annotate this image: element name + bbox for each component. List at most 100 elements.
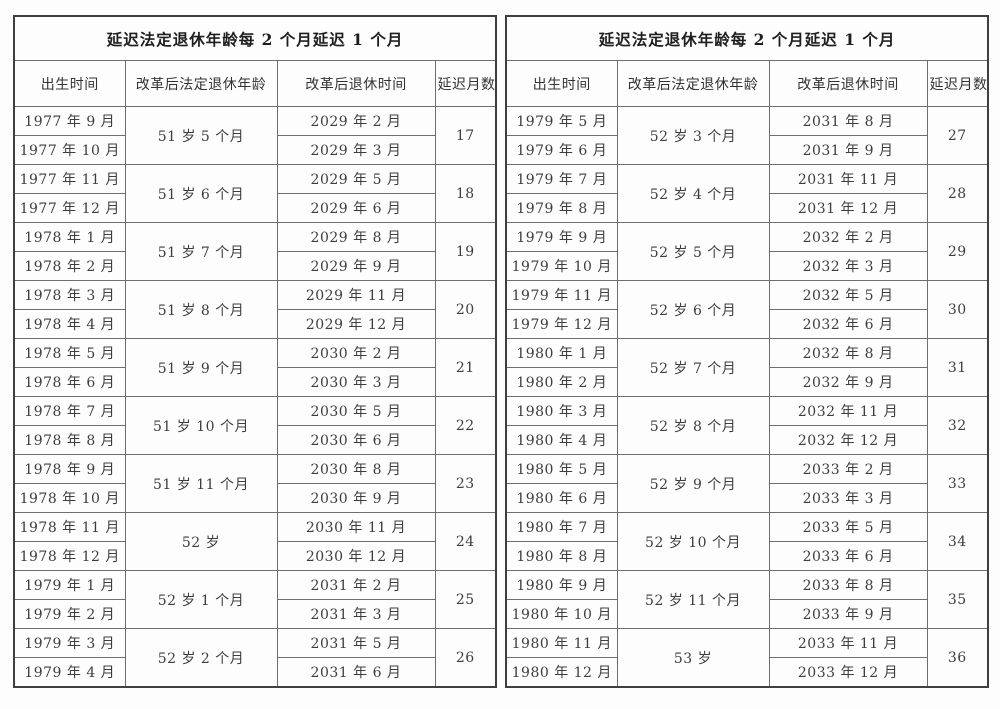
- retire-time-cell: 2032 年 8 月: [768, 338, 928, 368]
- table-row: 1979 年 7 月 52 岁 4 个月 2031 年 11 月 28: [505, 164, 989, 223]
- retire-time-cell: 2030 年 11 月: [276, 512, 436, 542]
- delay-months-cell: 20: [434, 280, 497, 339]
- table-row: 1978 年 8 月 2030 年 6 月: [13, 425, 496, 455]
- delay-months-cell: 28: [926, 164, 989, 223]
- birth-month-cell: 1980 年 11 月: [505, 628, 618, 658]
- retire-time-cell: 2029 年 3 月: [276, 135, 436, 165]
- delay-months-cell: 33: [926, 454, 989, 513]
- retire-time-cell: 2032 年 6 月: [768, 309, 928, 339]
- retire-time-cell: 2030 年 9 月: [276, 483, 436, 513]
- retire-time-cell: 2030 年 8 月: [276, 454, 436, 484]
- statutory-age-cell: 52 岁 4 个月: [616, 164, 770, 223]
- statutory-age-cell: 51 岁 6 个月: [124, 164, 278, 223]
- statutory-age-cell: 52 岁: [124, 512, 278, 571]
- retire-time-cell: 2033 年 8 月: [768, 570, 928, 600]
- table-row: 1978 年 1 月 51 岁 7 个月 2029 年 8 月 19: [13, 222, 497, 281]
- statutory-age-cell: 52 岁 8 个月: [616, 396, 770, 455]
- column-header: 出生时间: [13, 60, 126, 107]
- birth-month-cell: 1977 年 11 月: [13, 164, 126, 194]
- delay-months-cell: 35: [926, 570, 989, 629]
- retire-time-cell: 2029 年 11 月: [276, 280, 436, 310]
- statutory-age-cell: 52 岁 10 个月: [616, 512, 770, 571]
- table-row: 1980 年 6 月 2033 年 3 月: [505, 483, 988, 513]
- table-row: 1978 年 7 月 51 岁 10 个月 2030 年 5 月 22: [13, 396, 497, 455]
- birth-month-cell: 1977 年 12 月: [13, 193, 126, 223]
- birth-month-cell: 1978 年 2 月: [13, 251, 126, 281]
- delay-months-cell: 30: [926, 280, 989, 339]
- birth-month-cell: 1980 年 6 月: [505, 483, 618, 513]
- table-row: 1977 年 12 月 2029 年 6 月: [13, 193, 496, 223]
- birth-month-cell: 1979 年 11 月: [505, 280, 618, 310]
- delay-months-cell: 24: [434, 512, 497, 571]
- retire-time-cell: 2033 年 9 月: [768, 599, 928, 629]
- header-row: 出生时间 改革后法定退休年龄 改革后退休时间 延迟月数: [13, 60, 497, 107]
- delay-months-cell: 25: [434, 570, 497, 629]
- column-header: 改革后退休时间: [276, 60, 436, 107]
- birth-month-cell: 1979 年 6 月: [505, 135, 618, 165]
- table-row: 1979 年 5 月 52 岁 3 个月 2031 年 8 月 27: [505, 106, 989, 165]
- retire-time-cell: 2030 年 6 月: [276, 425, 436, 455]
- statutory-age-cell: 52 岁 9 个月: [616, 454, 770, 513]
- retire-time-cell: 2030 年 2 月: [276, 338, 436, 368]
- retirement-table-left: 延迟法定退休年龄每 2 个月延迟 1 个月 出生时间 改革后法定退休年龄 改革后退休时…: [13, 15, 498, 688]
- retire-time-cell: 2033 年 6 月: [768, 541, 928, 571]
- statutory-age-cell: 51 岁 7 个月: [124, 222, 278, 281]
- table-row: 1979 年 1 月 52 岁 1 个月 2031 年 2 月 25: [13, 570, 497, 629]
- retire-time-cell: 2032 年 9 月: [768, 367, 928, 397]
- birth-month-cell: 1978 年 10 月: [13, 483, 126, 513]
- table-row: 1979 年 8 月 2031 年 12 月: [505, 193, 988, 223]
- retire-time-cell: 2033 年 12 月: [768, 657, 928, 688]
- birth-month-cell: 1978 年 9 月: [13, 454, 126, 484]
- statutory-age-cell: 52 岁 6 个月: [616, 280, 770, 339]
- statutory-age-cell: 51 岁 9 个月: [124, 338, 278, 397]
- table-row: 1979 年 9 月 52 岁 5 个月 2032 年 2 月 29: [505, 222, 989, 281]
- table-row: 1980 年 3 月 52 岁 8 个月 2032 年 11 月 32: [505, 396, 989, 455]
- retirement-table-right: 延迟法定退休年龄每 2 个月延迟 1 个月 出生时间 改革后法定退休年龄 改革后退休时…: [505, 15, 990, 688]
- retire-time-cell: 2031 年 8 月: [768, 106, 928, 136]
- birth-month-cell: 1978 年 6 月: [13, 367, 126, 397]
- retire-time-cell: 2031 年 2 月: [276, 570, 436, 600]
- statutory-age-cell: 52 岁 2 个月: [124, 628, 278, 688]
- birth-month-cell: 1979 年 4 月: [13, 657, 126, 688]
- table-row: 1978 年 2 月 2029 年 9 月: [13, 251, 496, 281]
- birth-month-cell: 1980 年 10 月: [505, 599, 618, 629]
- column-header: 改革后法定退休年龄: [616, 60, 770, 107]
- table-row: 1980 年 7 月 52 岁 10 个月 2033 年 5 月 34: [505, 512, 989, 571]
- table-row: 1980 年 5 月 52 岁 9 个月 2033 年 2 月 33: [505, 454, 989, 513]
- retire-time-cell: 2030 年 5 月: [276, 396, 436, 426]
- birth-month-cell: 1978 年 1 月: [13, 222, 126, 252]
- birth-month-cell: 1979 年 10 月: [505, 251, 618, 281]
- statutory-age-cell: 53 岁: [616, 628, 770, 688]
- retire-time-cell: 2032 年 2 月: [768, 222, 928, 252]
- column-header: 延迟月数: [434, 60, 497, 107]
- table-title: 延迟法定退休年龄每 2 个月延迟 1 个月: [13, 15, 497, 61]
- retire-time-cell: 2031 年 9 月: [768, 135, 928, 165]
- table-row: 1980 年 12 月 2033 年 12 月: [505, 657, 988, 688]
- birth-month-cell: 1979 年 7 月: [505, 164, 618, 194]
- statutory-age-cell: 51 岁 5 个月: [124, 106, 278, 165]
- table-row: 1980 年 9 月 52 岁 11 个月 2033 年 8 月 35: [505, 570, 989, 629]
- table-row: 1979 年 10 月 2032 年 3 月: [505, 251, 988, 281]
- delay-months-cell: 31: [926, 338, 989, 397]
- statutory-age-cell: 52 岁 11 个月: [616, 570, 770, 629]
- table-row: 1979 年 11 月 52 岁 6 个月 2032 年 5 月 30: [505, 280, 989, 339]
- header-row: 出生时间 改革后法定退休年龄 改革后退休时间 延迟月数: [505, 60, 989, 107]
- statutory-age-cell: 52 岁 3 个月: [616, 106, 770, 165]
- delay-months-cell: 19: [434, 222, 497, 281]
- birth-month-cell: 1980 年 4 月: [505, 425, 618, 455]
- table-row: 1978 年 10 月 2030 年 9 月: [13, 483, 496, 513]
- retire-time-cell: 2029 年 12 月: [276, 309, 436, 339]
- delay-months-cell: 34: [926, 512, 989, 571]
- birth-month-cell: 1980 年 1 月: [505, 338, 618, 368]
- retire-time-cell: 2030 年 3 月: [276, 367, 436, 397]
- birth-month-cell: 1980 年 9 月: [505, 570, 618, 600]
- retire-time-cell: 2031 年 6 月: [276, 657, 436, 688]
- statutory-age-cell: 52 岁 1 个月: [124, 570, 278, 629]
- birth-month-cell: 1979 年 2 月: [13, 599, 126, 629]
- retire-time-cell: 2033 年 2 月: [768, 454, 928, 484]
- birth-month-cell: 1979 年 9 月: [505, 222, 618, 252]
- column-header: 改革后法定退休年龄: [124, 60, 278, 107]
- retire-time-cell: 2032 年 5 月: [768, 280, 928, 310]
- delay-months-cell: 21: [434, 338, 497, 397]
- table-row: 1980 年 11 月 53 岁 2033 年 11 月 36: [505, 628, 989, 688]
